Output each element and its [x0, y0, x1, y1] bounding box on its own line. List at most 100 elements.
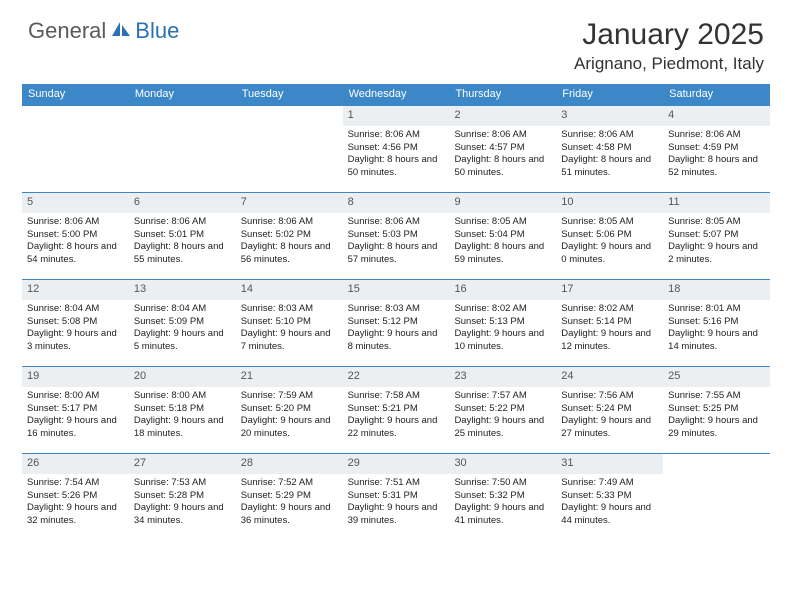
title-block: January 2025 Arignano, Piedmont, Italy	[574, 18, 764, 74]
day-details: Sunrise: 7:59 AMSunset: 5:20 PMDaylight:…	[236, 387, 343, 445]
sunset-text: Sunset: 5:26 PM	[27, 490, 124, 503]
sunrise-text: Sunrise: 7:58 AM	[348, 390, 445, 403]
sunset-text: Sunset: 5:29 PM	[241, 490, 338, 503]
daylight-text: Daylight: 9 hours and 34 minutes.	[134, 502, 231, 528]
week-row: 1Sunrise: 8:06 AMSunset: 4:56 PMDaylight…	[22, 105, 770, 192]
daylight-text: Daylight: 8 hours and 52 minutes.	[668, 154, 765, 180]
day-number: 31	[556, 454, 663, 474]
weekday-header: Tuesday	[236, 84, 343, 105]
day-details: Sunrise: 7:54 AMSunset: 5:26 PMDaylight:…	[22, 474, 129, 532]
day-number: 24	[556, 367, 663, 387]
day-number: 17	[556, 280, 663, 300]
day-details: Sunrise: 8:06 AMSunset: 4:58 PMDaylight:…	[556, 126, 663, 184]
day-number: 26	[22, 454, 129, 474]
day-details: Sunrise: 7:55 AMSunset: 5:25 PMDaylight:…	[663, 387, 770, 445]
daylight-text: Daylight: 9 hours and 8 minutes.	[348, 328, 445, 354]
day-details: Sunrise: 8:06 AMSunset: 4:56 PMDaylight:…	[343, 126, 450, 184]
day-number: 5	[22, 193, 129, 213]
daylight-text: Daylight: 9 hours and 25 minutes.	[454, 415, 551, 441]
day-cell: 26Sunrise: 7:54 AMSunset: 5:26 PMDayligh…	[22, 454, 129, 540]
weekday-header: Saturday	[663, 84, 770, 105]
day-cell	[22, 106, 129, 192]
day-cell	[236, 106, 343, 192]
weekday-header: Friday	[556, 84, 663, 105]
week-row: 26Sunrise: 7:54 AMSunset: 5:26 PMDayligh…	[22, 453, 770, 540]
day-details: Sunrise: 8:05 AMSunset: 5:07 PMDaylight:…	[663, 213, 770, 271]
sunrise-text: Sunrise: 7:49 AM	[561, 477, 658, 490]
sunset-text: Sunset: 5:04 PM	[454, 229, 551, 242]
day-details: Sunrise: 7:56 AMSunset: 5:24 PMDaylight:…	[556, 387, 663, 445]
day-number: 2	[449, 106, 556, 126]
day-number: 20	[129, 367, 236, 387]
daylight-text: Daylight: 9 hours and 5 minutes.	[134, 328, 231, 354]
day-cell: 29Sunrise: 7:51 AMSunset: 5:31 PMDayligh…	[343, 454, 450, 540]
daylight-text: Daylight: 9 hours and 10 minutes.	[454, 328, 551, 354]
sunset-text: Sunset: 5:10 PM	[241, 316, 338, 329]
sunrise-text: Sunrise: 8:00 AM	[27, 390, 124, 403]
sunset-text: Sunset: 5:28 PM	[134, 490, 231, 503]
logo-sail-icon	[110, 20, 132, 43]
sunrise-text: Sunrise: 8:06 AM	[27, 216, 124, 229]
weekday-header: Monday	[129, 84, 236, 105]
sunrise-text: Sunrise: 8:05 AM	[454, 216, 551, 229]
sunrise-text: Sunrise: 8:03 AM	[348, 303, 445, 316]
sunset-text: Sunset: 5:31 PM	[348, 490, 445, 503]
sunrise-text: Sunrise: 7:50 AM	[454, 477, 551, 490]
sunrise-text: Sunrise: 7:57 AM	[454, 390, 551, 403]
day-number: 6	[129, 193, 236, 213]
weekday-header: Wednesday	[343, 84, 450, 105]
sunrise-text: Sunrise: 7:52 AM	[241, 477, 338, 490]
day-cell: 4Sunrise: 8:06 AMSunset: 4:59 PMDaylight…	[663, 106, 770, 192]
day-cell: 21Sunrise: 7:59 AMSunset: 5:20 PMDayligh…	[236, 367, 343, 453]
day-number: 1	[343, 106, 450, 126]
day-number: 15	[343, 280, 450, 300]
day-cell: 16Sunrise: 8:02 AMSunset: 5:13 PMDayligh…	[449, 280, 556, 366]
daylight-text: Daylight: 9 hours and 3 minutes.	[27, 328, 124, 354]
sunset-text: Sunset: 4:56 PM	[348, 142, 445, 155]
day-cell: 23 Sunrise: 7:57 AMSunset: 5:22 PMDayligh…	[449, 367, 556, 453]
sunset-text: Sunset: 5:16 PM	[668, 316, 765, 329]
day-cell: 11Sunrise: 8:05 AMSunset: 5:07 PMDayligh…	[663, 193, 770, 279]
sunset-text: Sunset: 5:22 PM	[454, 403, 551, 416]
sunrise-text: Sunrise: 8:02 AM	[561, 303, 658, 316]
day-number: 23	[449, 367, 556, 387]
sunset-text: Sunset: 5:09 PM	[134, 316, 231, 329]
day-number: 8	[343, 193, 450, 213]
sunset-text: Sunset: 5:00 PM	[27, 229, 124, 242]
daylight-text: Daylight: 9 hours and 20 minutes.	[241, 415, 338, 441]
sunrise-text: Sunrise: 7:54 AM	[27, 477, 124, 490]
day-number: 27	[129, 454, 236, 474]
day-details: Sunrise: 8:01 AMSunset: 5:16 PMDaylight:…	[663, 300, 770, 358]
sunrise-text: Sunrise: 8:06 AM	[348, 216, 445, 229]
day-details: Sunrise: 8:04 AMSunset: 5:08 PMDaylight:…	[22, 300, 129, 358]
day-cell: 22Sunrise: 7:58 AMSunset: 5:21 PMDayligh…	[343, 367, 450, 453]
day-details: Sunrise: 8:04 AMSunset: 5:09 PMDaylight:…	[129, 300, 236, 358]
daylight-text: Daylight: 8 hours and 55 minutes.	[134, 241, 231, 267]
day-number: 12	[22, 280, 129, 300]
sunset-text: Sunset: 5:08 PM	[27, 316, 124, 329]
sunrise-text: Sunrise: 8:06 AM	[134, 216, 231, 229]
day-cell: 12Sunrise: 8:04 AMSunset: 5:08 PMDayligh…	[22, 280, 129, 366]
sunrise-text: Sunrise: 8:06 AM	[668, 129, 765, 142]
daylight-text: Daylight: 9 hours and 14 minutes.	[668, 328, 765, 354]
sunset-text: Sunset: 5:18 PM	[134, 403, 231, 416]
day-details: Sunrise: 8:06 AMSunset: 5:03 PMDaylight:…	[343, 213, 450, 271]
sunrise-text: Sunrise: 8:05 AM	[668, 216, 765, 229]
day-details: Sunrise: 8:02 AMSunset: 5:14 PMDaylight:…	[556, 300, 663, 358]
sunset-text: Sunset: 5:06 PM	[561, 229, 658, 242]
sunrise-text: Sunrise: 7:59 AM	[241, 390, 338, 403]
day-number: 10	[556, 193, 663, 213]
sunrise-text: Sunrise: 7:53 AM	[134, 477, 231, 490]
sunset-text: Sunset: 5:03 PM	[348, 229, 445, 242]
day-cell: 2Sunrise: 8:06 AMSunset: 4:57 PMDaylight…	[449, 106, 556, 192]
day-number: 14	[236, 280, 343, 300]
sunset-text: Sunset: 5:32 PM	[454, 490, 551, 503]
daylight-text: Daylight: 8 hours and 56 minutes.	[241, 241, 338, 267]
sunrise-text: Sunrise: 8:06 AM	[561, 129, 658, 142]
day-details: Sunrise: 8:06 AMSunset: 5:02 PMDaylight:…	[236, 213, 343, 271]
week-row: 12Sunrise: 8:04 AMSunset: 5:08 PMDayligh…	[22, 279, 770, 366]
daylight-text: Daylight: 9 hours and 7 minutes.	[241, 328, 338, 354]
day-details: Sunrise: 8:00 AMSunset: 5:18 PMDaylight:…	[129, 387, 236, 445]
week-row: 19Sunrise: 8:00 AMSunset: 5:17 PMDayligh…	[22, 366, 770, 453]
daylight-text: Daylight: 9 hours and 32 minutes.	[27, 502, 124, 528]
